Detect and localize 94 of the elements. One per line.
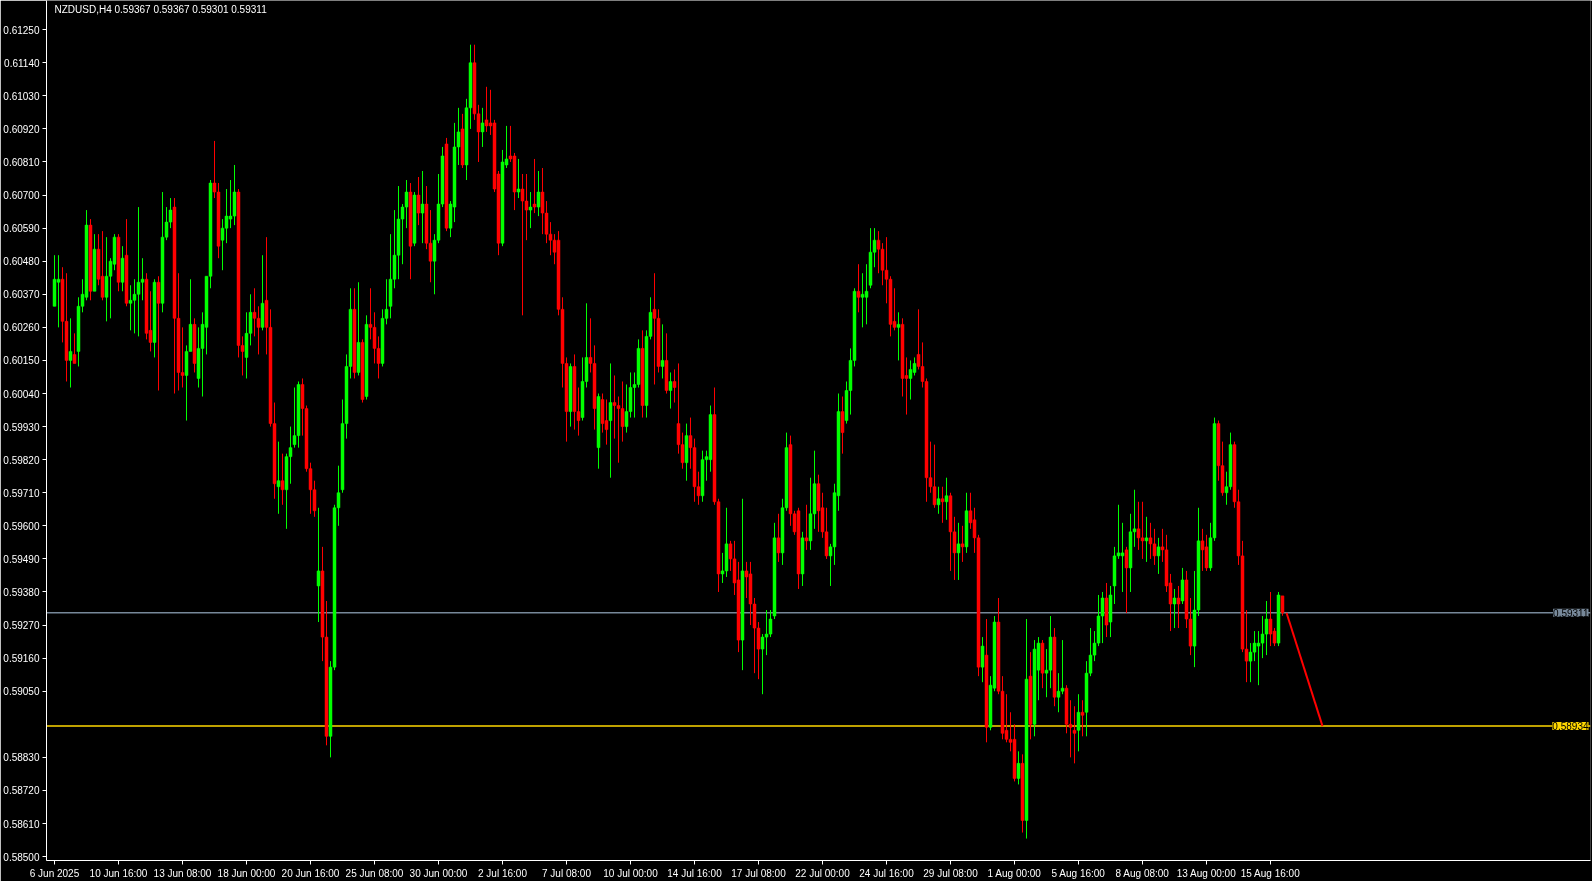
candlestick	[1140, 501, 1145, 560]
y-tick-label: 0.61250	[3, 24, 40, 36]
x-tick-label: 20 Jun 16:00	[281, 867, 340, 879]
y-tick-label: 0.59710	[3, 487, 40, 499]
y-tick-label: 0.58720	[3, 785, 40, 797]
candlestick	[1200, 528, 1205, 572]
candlestick	[1120, 522, 1125, 593]
candlestick	[1180, 567, 1185, 605]
candlestick	[520, 173, 525, 316]
candlestick	[944, 477, 949, 521]
ref-line-label: 0.58934	[1552, 721, 1589, 733]
x-tick-label: 5 Aug 16:00	[1051, 867, 1106, 879]
y-tick-label: 0.58830	[3, 752, 40, 764]
candlestick	[1156, 537, 1161, 575]
x-tick-label: 18 Jun 00:00	[217, 867, 276, 879]
y-tick-label: 0.58610	[3, 818, 40, 830]
candlestick	[1264, 600, 1269, 656]
candlestick	[1280, 595, 1285, 617]
candlestick	[1016, 750, 1021, 785]
y-tick-label: 0.60260	[3, 322, 40, 334]
candlestick	[420, 170, 425, 244]
candlestick	[896, 311, 901, 361]
candlestick	[776, 513, 781, 563]
x-tick-label: 13 Aug 00:00	[1176, 867, 1237, 879]
y-tick-label: 0.60480	[3, 256, 40, 268]
candlestick	[608, 362, 613, 479]
candlestick	[416, 176, 421, 226]
x-tick-label: 25 Jun 08:00	[345, 867, 404, 879]
candlestick	[280, 453, 285, 506]
candlestick	[860, 272, 865, 328]
candlestick	[136, 206, 141, 337]
y-tick-label: 0.59820	[3, 454, 40, 466]
y-tick-label: 0.59160	[3, 653, 40, 665]
x-tick-label: 13 Jun 08:00	[153, 867, 212, 879]
candlestick	[480, 107, 485, 148]
y-tick-label: 0.60590	[3, 223, 40, 235]
candlestick	[1080, 699, 1085, 737]
candlestick	[72, 332, 77, 364]
candlestick	[536, 170, 541, 217]
y-tick-label: 0.60920	[3, 123, 40, 135]
x-tick-label: 29 Jul 08:00	[923, 867, 979, 879]
candlestick	[1100, 591, 1105, 644]
candlestick	[936, 486, 941, 515]
candlestick	[668, 371, 673, 410]
y-tick-label: 0.58500	[3, 851, 40, 863]
candlestick	[960, 525, 965, 563]
y-tick-label: 0.60370	[3, 289, 40, 301]
candlestick	[660, 323, 665, 379]
candlestick	[840, 396, 845, 455]
y-tick-label: 0.59050	[3, 686, 40, 698]
candlestick	[1268, 591, 1273, 647]
candlestick	[1124, 546, 1129, 614]
y-tick-label: 0.60150	[3, 355, 40, 367]
candlestick	[932, 444, 937, 509]
candlestick	[1172, 588, 1177, 629]
x-tick-label: 6 Jun 2025	[29, 867, 80, 879]
candlestick	[1144, 516, 1149, 563]
candlestick	[980, 636, 985, 683]
y-tick-label: 0.60040	[3, 388, 40, 400]
y-tick-label: 0.59270	[3, 620, 40, 632]
y-tick-label: 0.60810	[3, 156, 40, 168]
x-tick-label: 17 Jul 08:00	[731, 867, 787, 879]
x-tick-label: 30 Jun 00:00	[409, 867, 468, 879]
x-tick-label: 1 Aug 00:00	[987, 867, 1042, 879]
ref-line-label: 0.59311	[1553, 607, 1589, 619]
x-tick-label: 15 Aug 16:00	[1240, 867, 1301, 879]
y-tick-label: 0.61140	[4, 57, 40, 69]
y-tick-label: 0.59600	[3, 520, 40, 532]
x-tick-label: 14 Jul 16:00	[667, 867, 723, 879]
candlestick	[104, 236, 109, 322]
x-tick-label: 2 Jul 16:00	[478, 867, 528, 879]
y-tick-label: 0.59490	[3, 553, 40, 565]
candlestick	[532, 158, 537, 214]
candlestick	[804, 504, 809, 551]
y-tick-label: 0.61030	[3, 90, 40, 102]
x-tick-label: 22 Jul 00:00	[795, 867, 851, 879]
x-tick-label: 8 Aug 08:00	[1115, 867, 1170, 879]
chart-title: NZDUSD,H4 0.59367 0.59367 0.59301 0.59311	[54, 3, 268, 15]
candlestick	[908, 359, 913, 401]
x-tick-label: 24 Jul 16:00	[859, 867, 915, 879]
candlestick	[856, 263, 861, 313]
candlestick	[528, 191, 533, 229]
candlestick	[484, 86, 489, 133]
candlestick	[956, 522, 961, 581]
y-tick-label: 0.59380	[3, 586, 40, 598]
candlestick	[316, 507, 321, 623]
candlestick	[940, 486, 945, 524]
x-tick-label: 10 Jun 16:00	[89, 867, 148, 879]
x-tick-label: 7 Jul 08:00	[542, 867, 592, 879]
x-tick-label: 10 Jul 00:00	[603, 867, 659, 879]
candlestick	[516, 158, 521, 199]
y-tick-label: 0.60700	[3, 190, 40, 202]
y-tick-label: 0.59930	[3, 421, 40, 433]
candlestick	[68, 317, 73, 388]
